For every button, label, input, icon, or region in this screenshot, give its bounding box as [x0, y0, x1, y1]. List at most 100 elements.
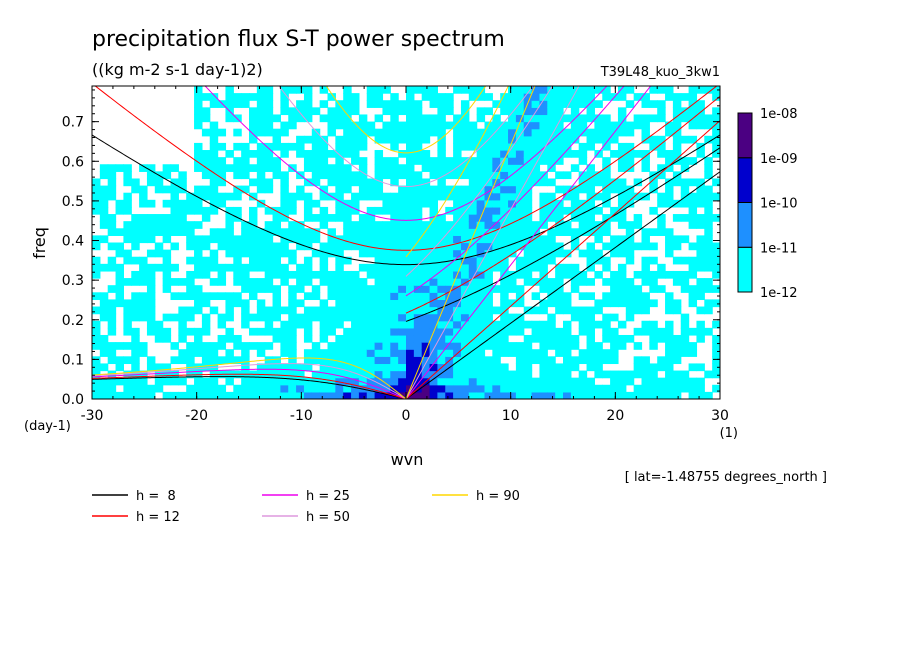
- heatmap-cell: [256, 327, 266, 336]
- heatmap-cell: [225, 377, 234, 386]
- heatmap-cell: [586, 93, 595, 101]
- heatmap-cell: [468, 363, 478, 372]
- heatmap-cell: [194, 242, 203, 251]
- heatmap-cell: [539, 221, 548, 229]
- gravity-curve: [94, 86, 718, 251]
- heatmap-cell: [578, 370, 588, 379]
- heatmap-cell: [610, 178, 619, 187]
- heatmap-cell: [665, 164, 674, 172]
- heatmap-cell: [170, 228, 179, 236]
- heatmap-cell: [351, 384, 360, 393]
- heatmap-cell: [398, 270, 407, 279]
- heatmap-cell: [563, 150, 572, 158]
- heatmap-cell: [641, 121, 650, 130]
- heatmap-cell: [413, 135, 423, 144]
- heatmap-cell: [374, 128, 384, 137]
- heatmap-cell: [280, 100, 289, 108]
- heatmap-cell: [453, 278, 462, 286]
- heatmap-cell: [303, 384, 313, 393]
- heatmap-cell: [547, 114, 556, 123]
- heatmap-cell: [256, 171, 266, 180]
- heatmap-cell: [484, 306, 493, 315]
- heatmap-cell: [515, 377, 525, 386]
- heatmap-cell: [421, 327, 431, 336]
- heatmap-cell: [217, 391, 227, 399]
- heatmap-cell: [665, 228, 674, 236]
- kelvin-curve: [405, 86, 652, 399]
- heatmap-cell: [602, 214, 611, 222]
- heatmap-cell: [476, 150, 486, 158]
- heatmap-cell: [508, 221, 517, 229]
- heatmap-cell: [272, 214, 281, 222]
- heatmap-cell: [398, 100, 407, 108]
- heatmap-cell: [617, 270, 627, 279]
- heatmap-cell: [139, 306, 148, 315]
- heatmap-cell: [594, 299, 603, 308]
- heatmap-cell: [602, 313, 611, 322]
- heatmap-cell: [303, 263, 313, 272]
- heatmap-cell: [186, 356, 195, 365]
- heatmap-cell: [429, 93, 438, 101]
- heatmap-cell: [217, 235, 227, 244]
- heatmap-cell: [672, 370, 682, 379]
- heatmap-cell: [327, 121, 336, 130]
- heatmap-cell: [264, 306, 274, 315]
- heatmap-cell: [398, 263, 407, 272]
- heatmap-cell: [421, 384, 431, 393]
- heatmap-cell: [406, 363, 415, 372]
- heatmap-cell: [633, 356, 643, 365]
- heatmap-cell: [570, 278, 580, 286]
- heatmap-cell: [492, 150, 501, 158]
- heatmap-cell: [421, 185, 431, 194]
- heatmap-cell: [280, 86, 289, 94]
- heatmap-cell: [233, 206, 242, 215]
- heatmap-cell: [437, 299, 446, 308]
- heatmap-cell: [358, 171, 368, 180]
- heatmap-cell: [617, 292, 627, 301]
- heatmap-cell: [398, 214, 407, 222]
- heatmap-cell: [288, 285, 297, 293]
- heatmap-cell: [680, 157, 690, 165]
- heatmap-cell: [374, 349, 384, 357]
- heatmap-cell: [665, 242, 674, 251]
- heatmap-cell: [343, 107, 352, 116]
- heatmap-cell: [460, 370, 470, 379]
- heatmap-cell: [429, 363, 438, 372]
- heatmap-cell: [515, 221, 525, 229]
- heatmap-cell: [249, 377, 258, 386]
- heatmap-cell: [296, 142, 305, 151]
- heatmap-cell: [146, 327, 156, 336]
- heatmap-cell: [547, 384, 556, 393]
- heatmap-cell: [351, 121, 360, 130]
- heatmap-cell: [617, 185, 627, 194]
- heatmap-cell: [217, 242, 227, 251]
- heatmap-cell: [539, 86, 548, 94]
- x-axis: -30 -20 -10 0 10 20 30: [81, 86, 729, 424]
- heatmap-cell: [500, 185, 509, 194]
- heatmap-cell: [570, 100, 580, 108]
- heatmap-cell: [468, 334, 478, 343]
- heatmap-cell: [272, 249, 281, 258]
- heatmap-cell: [578, 249, 588, 258]
- heatmap-cell: [343, 199, 352, 208]
- heatmap-cell: [570, 342, 580, 350]
- heatmap-cell: [413, 263, 423, 272]
- heatmap-cell: [437, 377, 446, 386]
- heatmap-cell: [468, 242, 478, 251]
- heatmap-cell: [610, 270, 619, 279]
- heatmap-cell: [633, 292, 643, 301]
- heatmap-cell: [107, 164, 117, 172]
- heatmap-cell: [633, 214, 643, 222]
- heatmap-cell: [531, 256, 541, 265]
- heatmap-cell: [704, 242, 713, 251]
- heatmap-cell: [280, 107, 289, 116]
- heatmap-cell: [539, 320, 548, 329]
- heatmap-cell: [131, 342, 140, 350]
- heatmap-cell: [296, 370, 305, 379]
- heatmap-cell: [382, 363, 391, 372]
- heatmap-cell: [547, 142, 556, 151]
- heatmap-cell: [688, 292, 698, 301]
- heatmap-cell: [374, 206, 384, 215]
- heatmap-cell: [374, 157, 384, 165]
- heatmap-cell: [366, 86, 376, 94]
